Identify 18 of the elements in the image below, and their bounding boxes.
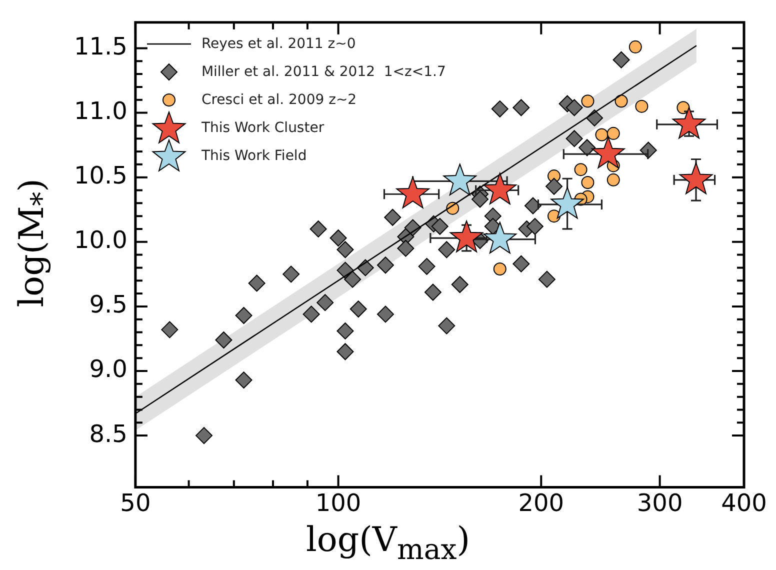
x-tick-label: 200	[518, 488, 564, 517]
y-tick-label: 10.5	[74, 162, 128, 190]
y-tick-label: 10.0	[74, 226, 128, 254]
legend-label: This Work Field	[201, 148, 307, 164]
legend-label: Miller et al. 2011 & 2012 1<z<1.7	[201, 64, 446, 80]
legend-label: This Work Cluster	[201, 120, 324, 136]
x-axis-title: log(V$_{max}$)	[305, 520, 471, 566]
y-tick-label: 11.5	[74, 32, 128, 60]
y-tick-label: 9.0	[89, 355, 128, 384]
y-tick-label: 11.0	[74, 97, 128, 126]
x-tick-label: 300	[636, 488, 683, 517]
legend-label: Cresci et al. 2009 z~2	[201, 92, 357, 108]
x-tick-label: 50	[120, 488, 151, 517]
y-tick-label: 9.5	[89, 290, 128, 319]
x-tick-label: 100	[315, 488, 362, 517]
x-tick-label: 400	[721, 488, 767, 517]
legend-label: Reyes et al. 2011 z~0	[201, 36, 356, 52]
y-tick-label: 8.5	[89, 420, 128, 448]
